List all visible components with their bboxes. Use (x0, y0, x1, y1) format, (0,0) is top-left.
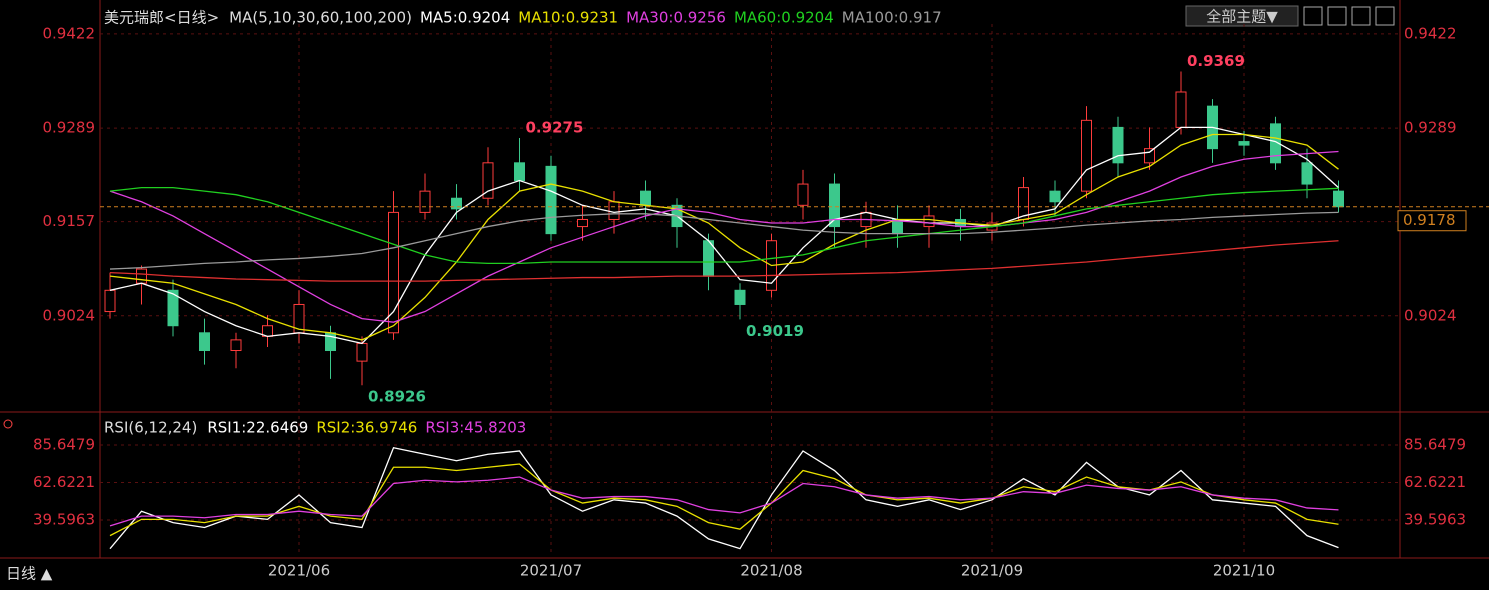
panel-title: RSI(6,12,24) (104, 419, 197, 437)
theme-label[interactable]: 全部主题▼ (1206, 8, 1278, 26)
series-line (109, 240, 1339, 282)
legend-item: MA60:0.9204 (734, 9, 834, 27)
candle-body (451, 197, 462, 210)
candle-body (1175, 91, 1187, 128)
candle-body (545, 165, 557, 235)
candle-body (356, 342, 368, 362)
y-tick-label-right: 0.9422 (1404, 24, 1457, 42)
y-tick-label: 62.6221 (33, 473, 95, 491)
y-tick-label: 0.9024 (43, 306, 96, 324)
candle-body (482, 162, 494, 199)
period-label[interactable]: 日线 ▲ (6, 565, 53, 583)
panel-title: 美元瑞郎<日线> (104, 9, 219, 27)
series-line (109, 186, 1339, 265)
series-line (109, 133, 1339, 341)
candle-body (167, 289, 179, 327)
legend-item: MA10:0.9231 (518, 9, 618, 27)
y-tick-label: 39.5963 (33, 511, 95, 529)
candle-body (1238, 141, 1250, 146)
legend-item: MA30:0.9256 (626, 9, 726, 27)
x-tick-label: 2021/10 (1213, 562, 1275, 580)
candle-body (640, 190, 651, 206)
candle-body (1081, 119, 1092, 192)
series-line (109, 463, 1339, 537)
candle-body (1112, 126, 1124, 164)
y-tick-label: 0.9289 (43, 119, 96, 137)
y-tick-label-right: 85.6479 (1404, 436, 1466, 454)
series-line (109, 446, 1339, 550)
toolbar-icons[interactable] (1303, 6, 1395, 26)
series-line (109, 150, 1339, 323)
y-tick-label-right: 39.5963 (1404, 511, 1466, 529)
legend-item: MA100:0.917 (842, 9, 942, 27)
series-line (109, 211, 1339, 270)
x-tick-label: 2021/07 (520, 562, 582, 580)
candle-body (1333, 190, 1344, 208)
x-tick-label: 2021/06 (268, 562, 330, 580)
extreme-label: 0.9369 (1187, 52, 1245, 70)
legend-item: RSI1:22.6469 (207, 419, 308, 437)
candle-body (1049, 190, 1061, 203)
legend-item: RSI2:36.9746 (316, 419, 417, 437)
x-tick-label: 2021/09 (961, 562, 1023, 580)
extreme-label: 0.8926 (368, 388, 426, 406)
candle-body (388, 211, 399, 334)
candle-body (797, 183, 809, 206)
candle-body (1301, 162, 1313, 185)
x-tick-label: 2021/08 (740, 562, 802, 580)
candle-body (734, 289, 746, 305)
candle-body (829, 183, 840, 228)
candle-body (104, 289, 116, 313)
series-line (109, 476, 1339, 527)
last-price-label: 0.9178 (1403, 211, 1456, 229)
y-tick-label-right: 0.9289 (1404, 119, 1457, 137)
candle-body (419, 190, 431, 213)
candle-body (577, 218, 588, 228)
candle-body (1270, 123, 1281, 164)
candle-body (199, 332, 210, 352)
y-tick-label: 0.9422 (43, 24, 96, 42)
theme-button[interactable] (1185, 5, 1299, 27)
indicator-label: MA(5,10,30,60,100,200) (229, 9, 412, 27)
last-price-box (1397, 210, 1467, 232)
legend-item: MA5:0.9204 (420, 9, 510, 27)
y-tick-label: 85.6479 (33, 436, 95, 454)
legend-item: RSI3:45.8203 (425, 419, 526, 437)
candle-body (1144, 148, 1155, 164)
y-tick-label-right: 62.6221 (1404, 473, 1466, 491)
candle-body (136, 268, 147, 284)
y-tick-label: 0.9157 (43, 212, 96, 230)
y-tick-label-right: 0.9024 (1404, 306, 1457, 324)
series-line (109, 126, 1339, 345)
candle-body (608, 201, 620, 220)
candle-body (514, 162, 525, 182)
candle-body (230, 339, 242, 352)
candle-body (923, 215, 935, 228)
extreme-label: 0.9019 (746, 322, 804, 340)
indicator-icon (3, 419, 13, 429)
extreme-label: 0.9275 (526, 119, 584, 137)
